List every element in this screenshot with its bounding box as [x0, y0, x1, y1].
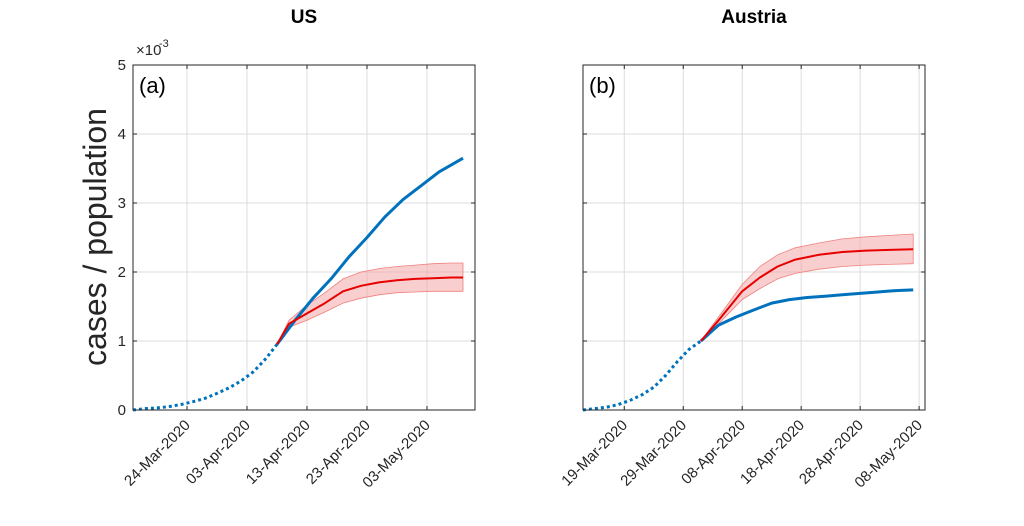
panel-us: US 01234524-Mar-202003-Apr-202013-Apr-20…: [118, 7, 476, 491]
plot-area: [133, 65, 475, 410]
confidence-band: [700, 233, 914, 342]
panel-us-title: US: [291, 7, 317, 28]
y-tick-label: 3: [118, 195, 126, 212]
y-tick-label: 0: [118, 402, 126, 419]
observed-early-line: [132, 343, 279, 412]
model-projection-line: [700, 248, 914, 342]
observed-cases-line: [275, 156, 464, 346]
panel-austria: Austria 19-Mar-202029-Mar-202008-Apr-202…: [558, 7, 926, 491]
axes-frame: [582, 64, 926, 411]
axes-frame: [132, 64, 476, 411]
y-exponent-power: -3: [159, 38, 169, 50]
panel-label: (b): [589, 73, 616, 98]
panel-austria-title: Austria: [721, 7, 787, 28]
y-exponent-base: ×10: [136, 42, 161, 59]
y-tick-label: 5: [118, 57, 126, 74]
y-tick-label: 1: [118, 333, 126, 350]
model-projection-line: [276, 276, 463, 345]
observed-early-line: [582, 339, 702, 412]
y-axis-label: cases / population: [77, 108, 113, 366]
y-tick-label: 2: [118, 264, 126, 281]
observed-cases-line: [699, 288, 914, 343]
y-tick-label: 4: [118, 126, 126, 143]
panel-label: (a): [139, 73, 166, 98]
x-tick-label: 24-Mar-2020: [121, 417, 194, 490]
